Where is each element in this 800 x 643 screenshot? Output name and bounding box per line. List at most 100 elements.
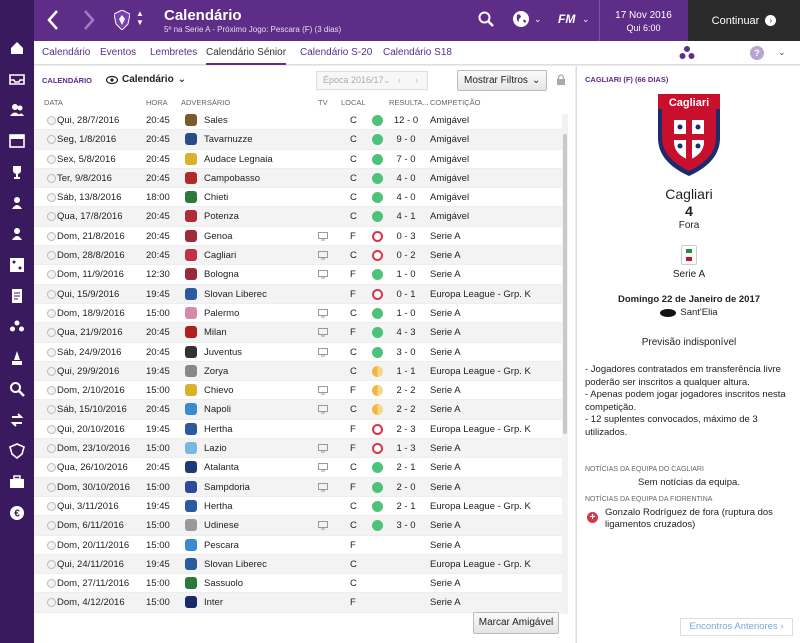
table-row[interactable]: Dom, 20/11/2016 15:00 Pescara F Serie A xyxy=(34,536,562,555)
fixture-competition[interactable]: Serie A xyxy=(430,578,461,590)
fixture-competition[interactable]: Serie A xyxy=(430,520,461,532)
row-checkbox[interactable] xyxy=(47,135,56,145)
nav-training[interactable] xyxy=(0,343,34,373)
row-checkbox[interactable] xyxy=(47,482,56,492)
row-checkbox[interactable] xyxy=(47,270,56,280)
col-time[interactable]: HORA xyxy=(146,98,168,107)
fixture-competition[interactable]: Europa League - Grp. K xyxy=(430,423,531,435)
previous-meetings-button[interactable]: Encontros Anteriores › xyxy=(680,618,793,636)
fixture-score[interactable]: 4 - 0 xyxy=(396,172,416,184)
fixture-opponent[interactable]: Sampdoria xyxy=(204,481,250,493)
fixture-competition[interactable]: Europa League - Grp. K xyxy=(430,365,531,377)
nav-u18[interactable] xyxy=(0,219,34,249)
table-row[interactable]: Dom, 30/10/2016 15:00 Sampdoria F 2 - 0 Serie… xyxy=(34,477,562,497)
row-checkbox[interactable] xyxy=(47,193,56,203)
col-tv[interactable]: TV xyxy=(318,98,328,107)
fixture-opponent[interactable]: Tavarnuzze xyxy=(204,134,253,146)
fixture-score[interactable]: 2 - 1 xyxy=(396,462,416,474)
col-competition[interactable]: COMPETIÇÃO xyxy=(430,98,481,107)
fixture-opponent[interactable]: Potenza xyxy=(204,211,239,223)
row-checkbox[interactable] xyxy=(47,308,56,318)
fixture-competition[interactable]: Europa League - Grp. K xyxy=(430,558,531,570)
club-switch-icon[interactable]: ▲ ▼ xyxy=(136,9,144,27)
nav-inbox[interactable] xyxy=(0,64,34,94)
table-row[interactable]: Dom, 27/11/2016 15:00 Sassuolo C Serie A xyxy=(34,574,562,594)
row-checkbox[interactable] xyxy=(47,559,56,569)
prev-season-icon[interactable]: ‹ xyxy=(398,75,401,85)
chevron-down-icon[interactable]: ⌄ xyxy=(778,47,786,57)
fixture-competition[interactable]: Europa League - Grp. K xyxy=(430,288,531,300)
fixture-competition[interactable]: Serie A xyxy=(430,307,461,319)
fixture-competition[interactable]: Europa League - Grp. K xyxy=(430,500,531,512)
row-checkbox[interactable] xyxy=(47,231,56,241)
table-row[interactable]: Dom, 23/10/2016 15:00 Lazio F 1 - 3 Serie A xyxy=(34,439,562,459)
fixture-score[interactable]: 0 - 1 xyxy=(396,288,416,300)
row-checkbox[interactable] xyxy=(47,579,56,589)
nav-u20[interactable] xyxy=(0,188,34,218)
fixture-score[interactable]: 9 - 0 xyxy=(396,134,416,146)
back-arrow-icon[interactable] xyxy=(46,9,60,31)
fixture-opponent[interactable]: Hertha xyxy=(204,500,233,512)
row-checkbox[interactable] xyxy=(47,251,56,261)
next-season-icon[interactable]: › xyxy=(415,75,418,85)
fixture-opponent[interactable]: Zorya xyxy=(204,365,229,377)
fixture-opponent[interactable]: Inter xyxy=(204,597,224,609)
fixture-opponent[interactable]: Slovan Liberec xyxy=(204,558,267,570)
row-checkbox[interactable] xyxy=(47,521,56,531)
row-checkbox[interactable] xyxy=(47,405,56,415)
table-row[interactable]: Seg, 1/8/2016 20:45 Tavarnuzze C 9 - 0 Amigáv… xyxy=(34,130,562,150)
table-row[interactable]: Dom, 2/10/2016 15:00 Chievo F 2 - 2 Serie A xyxy=(34,381,562,401)
team-tools-icon[interactable] xyxy=(679,45,695,61)
arrange-friendly-button[interactable]: Marcar Amigável xyxy=(473,612,559,634)
table-row[interactable]: Qui, 24/11/2016 19:45 Slovan Liberec C Europ… xyxy=(34,554,562,575)
row-checkbox[interactable] xyxy=(47,212,56,222)
opponent-name[interactable]: Cagliari xyxy=(665,186,713,202)
row-checkbox[interactable] xyxy=(47,463,56,473)
fixture-score[interactable]: 4 - 0 xyxy=(396,192,416,204)
fixture-opponent[interactable]: Milan xyxy=(204,327,227,339)
nav-staff[interactable] xyxy=(0,312,34,342)
table-row[interactable]: Qua, 17/8/2016 20:45 Potenza C 4 - 1 Amigável xyxy=(34,207,562,227)
tab-calendario-s18[interactable]: Calendário S18 xyxy=(383,47,452,58)
fixture-opponent[interactable]: Chieti xyxy=(204,192,229,204)
continue-button[interactable]: Continuar › xyxy=(688,0,800,41)
fixture-competition[interactable]: Serie A xyxy=(430,481,461,493)
fixture-score[interactable]: 2 - 0 xyxy=(396,481,416,493)
row-checkbox[interactable] xyxy=(47,366,56,376)
fixture-score[interactable]: 3 - 0 xyxy=(396,346,416,358)
table-row[interactable]: Qua, 21/9/2016 20:45 Milan F 4 - 3 Serie A xyxy=(34,323,562,343)
table-row[interactable]: Dom, 4/12/2016 15:00 Inter F Serie A xyxy=(34,593,562,613)
nav-tactics[interactable] xyxy=(0,250,34,280)
row-checkbox[interactable] xyxy=(47,424,56,434)
fixture-opponent[interactable]: Audace Legnaia xyxy=(204,153,273,165)
table-row[interactable]: Qua, 26/10/2016 20:45 Atalanta C 2 - 1 Serie … xyxy=(34,458,562,478)
match-competition[interactable]: Serie A xyxy=(672,269,706,280)
nav-club-info[interactable] xyxy=(0,436,34,466)
chevron-down-icon[interactable]: ⌄ xyxy=(534,14,542,24)
fixture-opponent[interactable]: Chievo xyxy=(204,385,234,397)
table-row[interactable]: Qui, 15/9/2016 19:45 Slovan Liberec F 0 - 1 E… xyxy=(34,284,562,304)
fixture-competition[interactable]: Amigável xyxy=(430,153,470,165)
help-icon[interactable]: ? xyxy=(750,46,764,60)
fixture-competition[interactable]: Serie A xyxy=(430,327,461,339)
fixture-competition[interactable]: Serie A xyxy=(430,539,461,551)
table-row[interactable]: Qui, 29/9/2016 19:45 Zorya C 1 - 1 Europa Lea… xyxy=(34,361,562,382)
row-checkbox[interactable] xyxy=(47,540,56,550)
table-row[interactable]: Dom, 11/9/2016 12:30 Bologna F 1 - 0 Serie A xyxy=(34,265,562,285)
fixture-score[interactable]: 4 - 3 xyxy=(396,327,416,339)
table-row[interactable]: Sex, 5/8/2016 20:45 Audace Legnaia C 7 - 0 Am… xyxy=(34,150,562,169)
fixture-score[interactable]: 1 - 1 xyxy=(396,365,416,377)
fixture-competition[interactable]: Serie A xyxy=(430,230,461,242)
table-row[interactable]: Dom, 21/8/2016 20:45 Genoa F 0 - 3 Serie A xyxy=(34,227,562,247)
view-dropdown[interactable]: Calendário ⌄ xyxy=(106,74,186,85)
fixture-score[interactable]: 0 - 2 xyxy=(396,250,416,262)
col-result[interactable]: RESULTA... xyxy=(389,98,429,107)
tab-lembretes[interactable]: Lembretes xyxy=(150,47,198,58)
fixture-opponent[interactable]: Sassuolo xyxy=(204,578,244,590)
fixture-score[interactable]: 2 - 3 xyxy=(396,423,416,435)
fixture-competition[interactable]: Serie A xyxy=(430,385,461,397)
forward-arrow-icon[interactable] xyxy=(82,9,96,31)
row-checkbox[interactable] xyxy=(47,173,56,183)
row-checkbox[interactable] xyxy=(47,289,56,299)
fixture-score[interactable]: 7 - 0 xyxy=(396,153,416,165)
